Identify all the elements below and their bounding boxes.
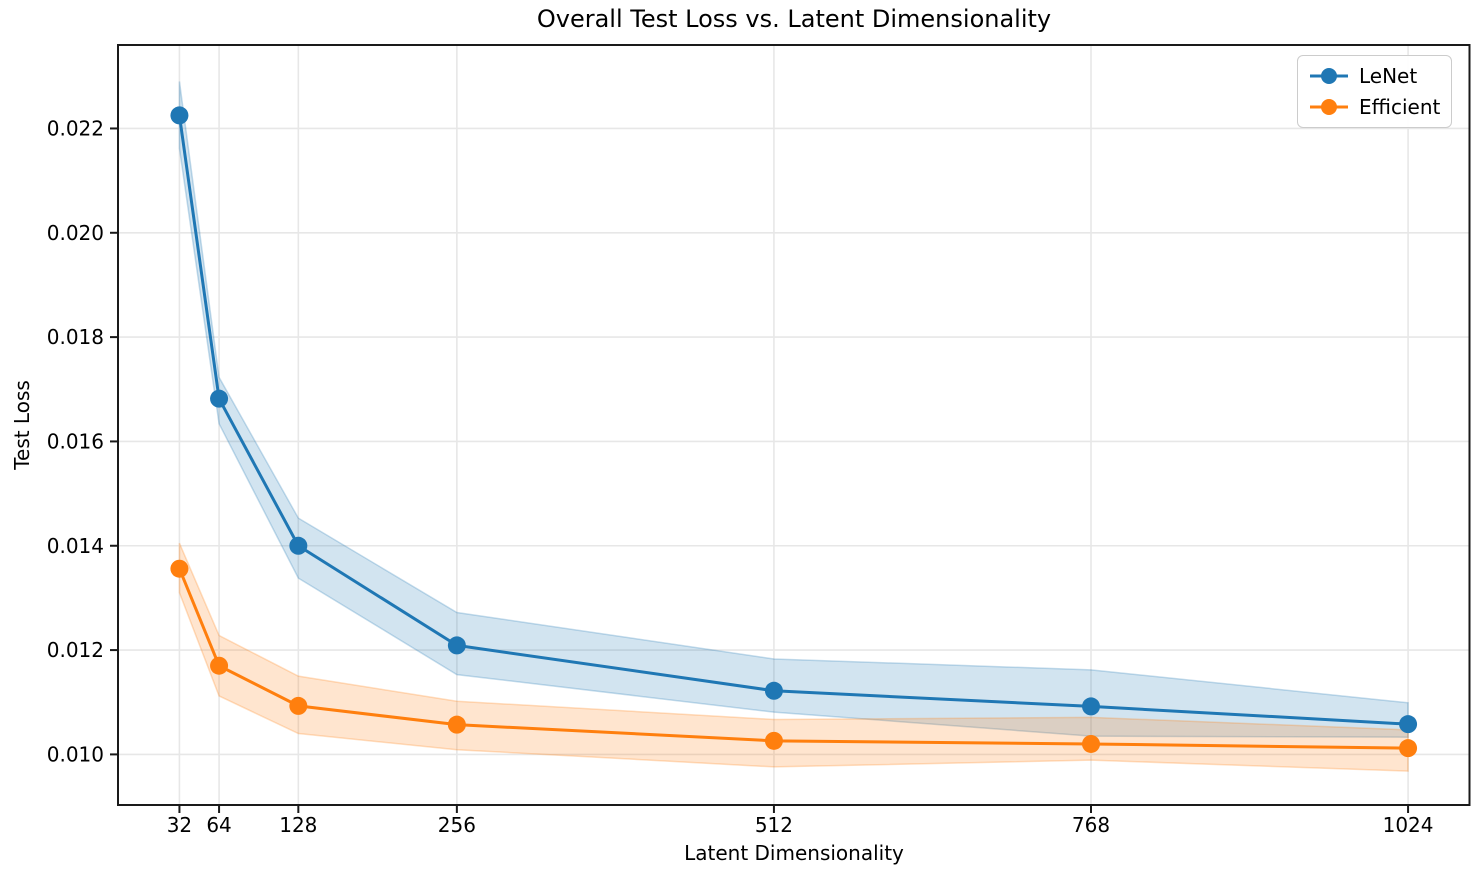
efficient-marker xyxy=(170,559,189,578)
y-axis-label: Test Loss xyxy=(10,380,34,470)
legend-item-efficient: Efficient xyxy=(1309,94,1440,120)
y-tick-label: 0.022 xyxy=(47,116,104,140)
lenet-legend-marker-icon xyxy=(1310,68,1348,84)
chart-title: Overall Test Loss vs. Latent Dimensional… xyxy=(536,5,1052,33)
x-tick-label: 512 xyxy=(755,813,793,837)
y-tick-label: 0.010 xyxy=(47,742,104,766)
lenet-marker xyxy=(210,389,229,408)
efficient-legend-marker-icon xyxy=(1310,99,1348,115)
efficient-marker xyxy=(447,715,466,734)
legend-label-efficient: Efficient xyxy=(1359,95,1441,119)
legend-item-lenet: LeNet xyxy=(1309,63,1440,89)
axes-spines xyxy=(117,44,1471,806)
y-tick-label: 0.014 xyxy=(47,534,104,558)
x-axis-label: Latent Dimensionality xyxy=(684,841,904,865)
efficient-marker xyxy=(289,696,308,715)
legend: LeNet Efficient xyxy=(1297,55,1453,128)
lenet-marker xyxy=(764,681,783,700)
y-tick-label: 0.016 xyxy=(47,429,104,453)
x-tick-label: 32 xyxy=(167,813,192,837)
y-tick-label: 0.018 xyxy=(47,325,104,349)
lenet-marker xyxy=(1082,697,1101,716)
efficient-marker xyxy=(210,656,229,675)
x-tick-label: 768 xyxy=(1072,813,1110,837)
x-tick-label: 256 xyxy=(438,813,476,837)
lenet-confidence-band xyxy=(178,81,1409,738)
x-tick-label: 1024 xyxy=(1383,813,1434,837)
efficient-confidence-band xyxy=(178,542,1409,772)
lenet-line xyxy=(177,113,1410,726)
x-tick-label: 128 xyxy=(279,813,317,837)
x-tick-label: 64 xyxy=(206,813,231,837)
legend-label-lenet: LeNet xyxy=(1359,64,1418,88)
efficient-marker xyxy=(764,731,783,750)
y-tick-label: 0.012 xyxy=(47,638,104,662)
lenet-marker xyxy=(1399,715,1418,734)
efficient-marker xyxy=(1082,734,1101,753)
y-tick-label: 0.020 xyxy=(47,221,104,245)
efficient-marker xyxy=(1399,739,1418,758)
lenet-marker xyxy=(289,536,308,555)
lenet-marker xyxy=(170,106,189,125)
lenet-marker xyxy=(447,636,466,655)
